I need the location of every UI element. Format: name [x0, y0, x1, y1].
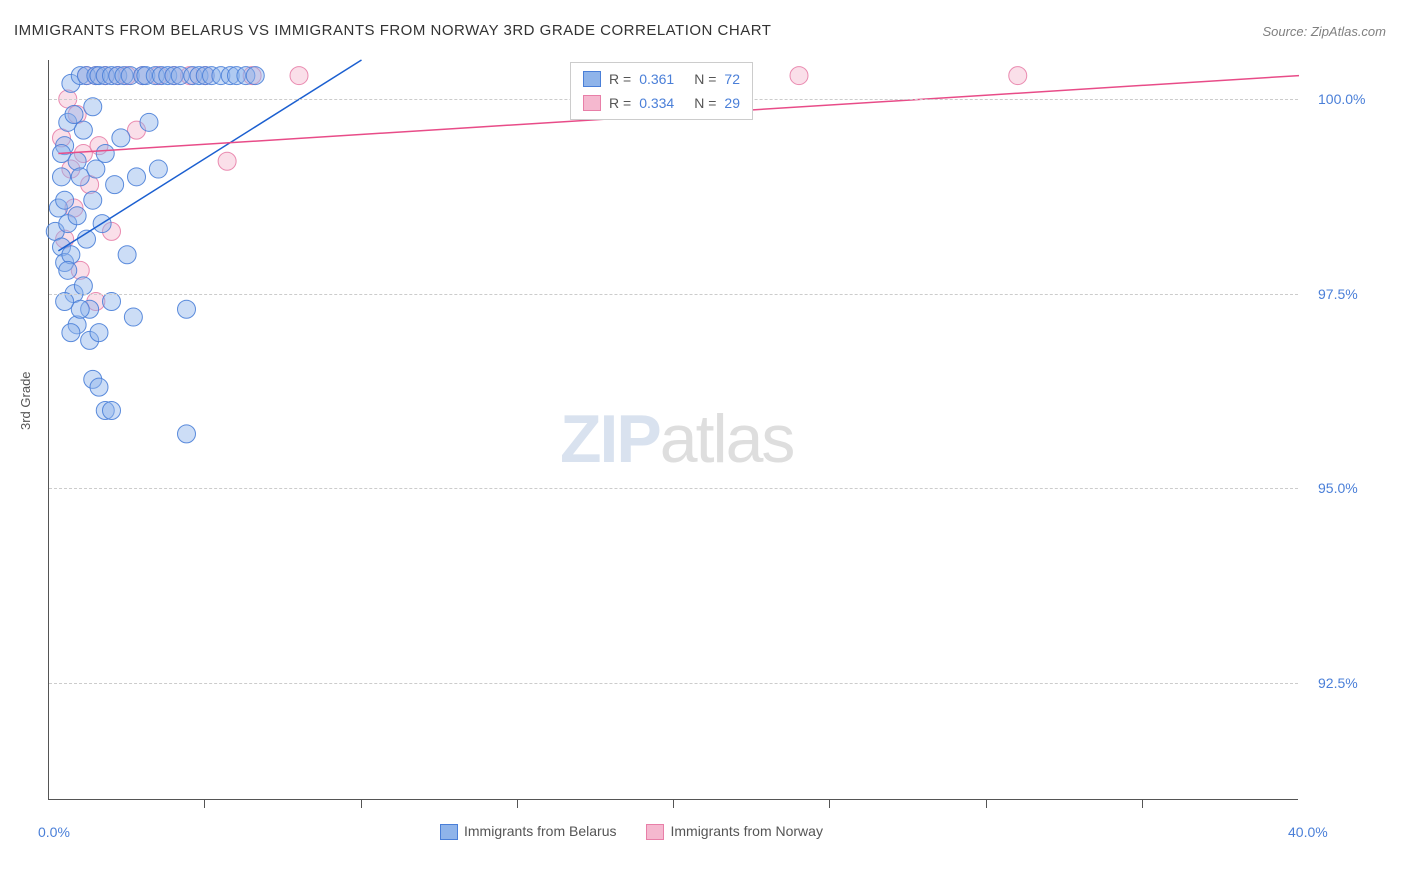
y-tick-label: 92.5%: [1318, 675, 1358, 691]
scatter-point: [53, 168, 71, 186]
scatter-point: [74, 277, 92, 295]
legend-n-value: 72: [724, 67, 740, 91]
x-tick-mark: [673, 800, 674, 808]
scatter-point: [62, 324, 80, 342]
plot-area: [48, 60, 1298, 800]
x-tick-mark: [829, 800, 830, 808]
scatter-point: [149, 160, 167, 178]
series-legend-item: Immigrants from Norway: [646, 823, 822, 840]
scatter-point: [84, 191, 102, 209]
legend-r-value: 0.334: [639, 91, 674, 115]
x-tick-mark: [517, 800, 518, 808]
scatter-point: [290, 67, 308, 85]
y-tick-label: 97.5%: [1318, 286, 1358, 302]
scatter-point: [74, 121, 92, 139]
gridline-h: [49, 294, 1298, 295]
legend-n-value: 29: [724, 91, 740, 115]
legend-r-value: 0.361: [639, 67, 674, 91]
scatter-point: [124, 308, 142, 326]
series-legend-item: Immigrants from Belarus: [440, 823, 616, 840]
chart-title: IMMIGRANTS FROM BELARUS VS IMMIGRANTS FR…: [14, 22, 771, 39]
scatter-point: [56, 191, 74, 209]
scatter-point: [218, 152, 236, 170]
x-tick-mark: [986, 800, 987, 808]
x-tick-label: 0.0%: [38, 824, 70, 840]
scatter-point: [103, 292, 121, 310]
scatter-point: [62, 246, 80, 264]
series-legend-label: Immigrants from Norway: [670, 823, 822, 839]
scatter-point: [68, 207, 86, 225]
scatter-point: [90, 324, 108, 342]
scatter-point: [112, 129, 130, 147]
x-tick-mark: [204, 800, 205, 808]
legend-swatch: [583, 71, 601, 87]
series-legend: Immigrants from Belarus Immigrants from N…: [440, 823, 823, 840]
source-name: ZipAtlas.com: [1311, 24, 1386, 39]
scatter-point: [1009, 67, 1027, 85]
scatter-point: [65, 106, 83, 124]
scatter-point: [118, 246, 136, 264]
x-tick-label: 40.0%: [1288, 824, 1328, 840]
source-label: Source:: [1262, 24, 1310, 39]
scatter-point: [140, 113, 158, 131]
scatter-point: [178, 425, 196, 443]
scatter-point: [56, 292, 74, 310]
legend-swatch: [646, 824, 664, 840]
gridline-h: [49, 683, 1298, 684]
chart-svg: [49, 60, 1298, 799]
scatter-point: [178, 300, 196, 318]
scatter-point: [246, 67, 264, 85]
legend-row: R = 0.361 N = 72: [583, 67, 740, 91]
scatter-point: [790, 67, 808, 85]
scatter-point: [87, 160, 105, 178]
x-tick-mark: [1142, 800, 1143, 808]
legend-r-label: R =: [609, 91, 631, 115]
scatter-point: [106, 176, 124, 194]
gridline-h: [49, 488, 1298, 489]
y-tick-label: 95.0%: [1318, 480, 1358, 496]
legend-row: R = 0.334 N = 29: [583, 91, 740, 115]
stats-legend: R = 0.361 N = 72 R = 0.334 N = 29: [570, 62, 753, 120]
scatter-point: [96, 144, 114, 162]
legend-swatch: [440, 824, 458, 840]
scatter-point: [84, 98, 102, 116]
legend-n-label: N =: [694, 91, 716, 115]
y-tick-label: 100.0%: [1318, 91, 1365, 107]
x-tick-mark: [361, 800, 362, 808]
scatter-point: [59, 261, 77, 279]
scatter-point: [128, 168, 146, 186]
scatter-point: [90, 378, 108, 396]
legend-r-label: R =: [609, 67, 631, 91]
series-legend-label: Immigrants from Belarus: [464, 823, 616, 839]
legend-swatch: [583, 95, 601, 111]
legend-n-label: N =: [694, 67, 716, 91]
y-axis-label: 3rd Grade: [18, 371, 33, 430]
source-attribution: Source: ZipAtlas.com: [1262, 24, 1386, 39]
scatter-point: [103, 402, 121, 420]
